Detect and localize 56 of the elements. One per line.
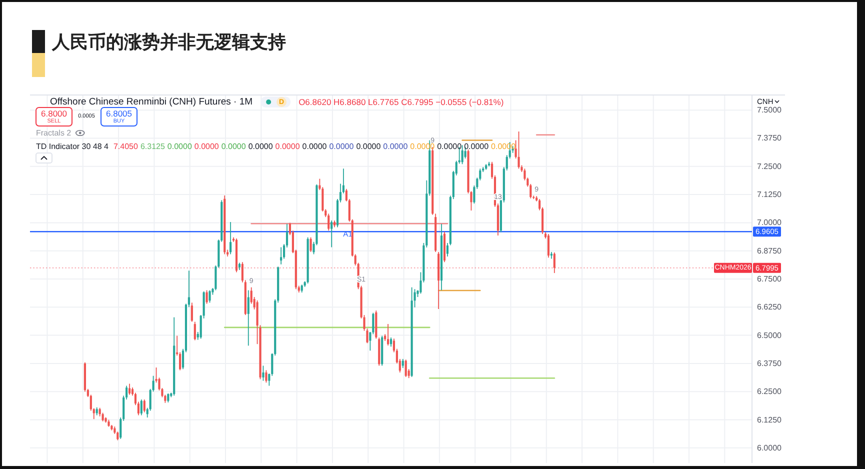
y-tick-label: 7.2500 bbox=[757, 162, 782, 171]
candlestick bbox=[247, 290, 250, 346]
y-tick-label: 7.1250 bbox=[757, 190, 782, 200]
annotation: O6.8620 H6.8680 L6.7765 C6.7995 −0.0555 (−0.81%) bbox=[298, 97, 504, 107]
candlestick bbox=[265, 370, 268, 384]
candlestick bbox=[206, 290, 208, 304]
candlestick bbox=[518, 131, 520, 170]
annotation: 0.0000 bbox=[356, 142, 382, 151]
candlestick bbox=[280, 246, 282, 265]
annotation: Fractals 2 bbox=[36, 128, 72, 138]
y-tick-label: 6.8750 bbox=[757, 246, 782, 256]
y-tick-label: 7.5000 bbox=[757, 106, 782, 115]
annotation: 6.8005 bbox=[106, 108, 132, 118]
candlestick bbox=[390, 337, 392, 348]
y-tick-label: 6.6250 bbox=[757, 302, 782, 312]
candlestick bbox=[328, 213, 330, 232]
annotation: 7.4050 bbox=[113, 142, 139, 151]
candlestick bbox=[128, 383, 131, 396]
annotation: 0.0000 bbox=[248, 142, 274, 151]
annotation: 0.0000 bbox=[383, 142, 408, 151]
candlestick bbox=[143, 399, 146, 413]
candlestick bbox=[230, 222, 232, 255]
annotation: 0.0000 bbox=[194, 142, 220, 151]
annotation: 0.0000 bbox=[275, 142, 300, 151]
candlestick bbox=[404, 359, 407, 378]
y-tick-label: 6.0000 bbox=[757, 443, 782, 452]
candlestick bbox=[140, 399, 142, 416]
candlestick bbox=[386, 324, 390, 346]
candlestick bbox=[547, 234, 550, 258]
chart-title: 人民币的涨势并非无逻辑支持 bbox=[51, 32, 286, 52]
y-tick-label: 6.5000 bbox=[757, 330, 782, 340]
candlestick bbox=[167, 392, 170, 403]
candlestick bbox=[553, 252, 556, 274]
annotation: 0.0000 bbox=[437, 142, 462, 151]
annotation: 0.0000 bbox=[329, 142, 354, 151]
annotation: 0.0000 bbox=[302, 142, 328, 151]
candlestick bbox=[190, 302, 193, 322]
annotation: 6.8000 bbox=[41, 108, 68, 118]
y-tick-label: 6.2500 bbox=[757, 387, 782, 396]
candlestick bbox=[194, 321, 196, 341]
annotation: 0.0000 bbox=[464, 142, 490, 151]
y-tick-label: 7.0000 bbox=[757, 218, 782, 228]
y-tick-label: 6.1250 bbox=[757, 415, 782, 424]
y-tick-label: 6.3750 bbox=[757, 358, 782, 368]
annotation: 0.0000 bbox=[221, 142, 246, 151]
y-tick-label: 6.7500 bbox=[757, 274, 782, 284]
annotation: TD Indicator 30 48 4 bbox=[36, 142, 110, 151]
annotation: 0.0000 bbox=[167, 142, 192, 151]
candlestick bbox=[310, 236, 312, 252]
annotation: 6.3125 bbox=[140, 142, 166, 151]
candlestick bbox=[461, 144, 464, 165]
candlestick bbox=[262, 365, 264, 382]
y-tick-label: 7.3750 bbox=[757, 134, 782, 143]
candlestick bbox=[208, 290, 211, 304]
chart-subtitle: Offshore Chinese Renminbi (CNH) Futures · 1M bbox=[50, 96, 253, 108]
candlestick bbox=[330, 220, 333, 248]
